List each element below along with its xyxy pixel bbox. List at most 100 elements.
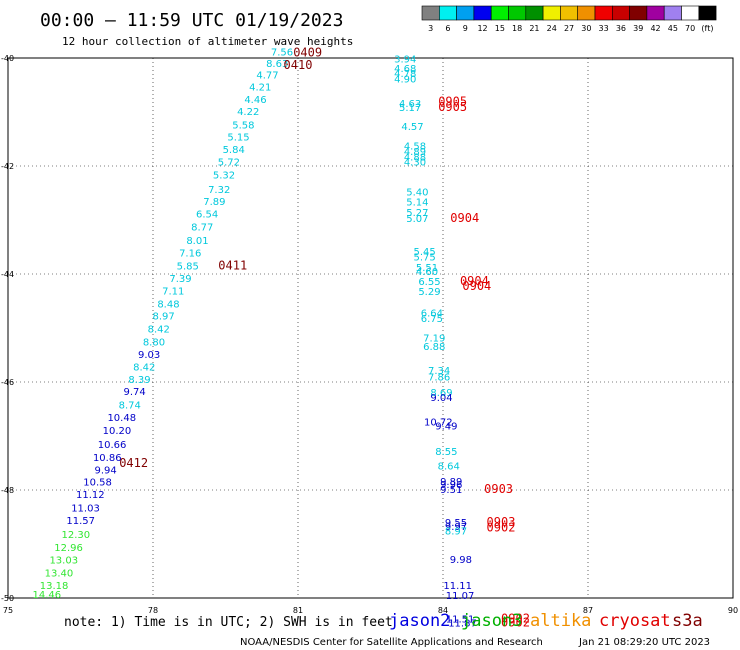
colorbar-label: 39 [633, 24, 643, 33]
swh-value: 4.60 [416, 267, 438, 278]
swh-value: 7.34 [428, 366, 450, 377]
swh-value: 11.11 [443, 581, 472, 592]
colorbar-swatch [508, 5, 527, 21]
colorbar-swatch [490, 5, 509, 21]
pass-time: 0903 [487, 515, 516, 529]
x-tick-label: 78 [148, 606, 158, 615]
pass-time: 0904 [450, 211, 479, 225]
y-tick-label: -46 [1, 378, 14, 387]
pass-time: 0902 [487, 521, 516, 535]
swh-value: 8.80 [143, 337, 165, 348]
colorbar-swatch [698, 5, 717, 21]
swh-value: 4.57 [401, 122, 423, 133]
swh-value: 6.88 [423, 342, 445, 353]
swh-value: 9.55 [445, 518, 467, 529]
swh-value: 6.54 [196, 209, 218, 220]
colorbar-label: 30 [581, 24, 591, 33]
swh-value: 10.86 [93, 453, 122, 464]
colorbar-label: 21 [529, 24, 539, 33]
swh-value: 5.32 [213, 170, 235, 181]
swh-value: 7.56 [271, 47, 293, 58]
swh-value: 8.64 [438, 461, 460, 472]
swh-value: 9.03 [138, 350, 160, 361]
swh-value: 6.64 [421, 309, 443, 320]
x-tick-label: 84 [438, 606, 448, 615]
swh-value: 8.97 [152, 311, 174, 322]
colorbar-swatch [560, 5, 579, 21]
swh-value: 8.74 [119, 400, 141, 411]
swh-value: 7.86 [428, 372, 450, 383]
y-tick-label: -40 [1, 54, 14, 63]
swh-value: 9.89 [440, 477, 462, 488]
swh-value: 8.39 [128, 375, 150, 386]
colorbar-label: 33 [599, 24, 609, 33]
x-tick-label: 81 [293, 606, 303, 615]
swh-value: 7.11 [162, 287, 184, 298]
colorbar-swatch [542, 5, 561, 21]
legend-item-s3a: s3a [672, 611, 703, 631]
swh-value: 13.40 [45, 568, 74, 579]
swh-value: 8.69 [430, 388, 452, 399]
swh-value: 5.85 [177, 262, 199, 273]
swh-value: 7.89 [203, 197, 225, 208]
swh-value: 9.04 [430, 393, 452, 404]
swh-value: 5.07 [406, 214, 428, 225]
pass-time: 0904 [460, 274, 489, 288]
x-axis-ticks: 75 78 81 84 87 90 [3, 606, 738, 615]
colorbar-label: 42 [650, 24, 660, 33]
swh-value: 9.74 [123, 387, 145, 398]
swh-value: 12.96 [54, 543, 83, 554]
pass-time: 0905 [438, 100, 467, 114]
chart-title: 00:00 – 11:59 UTC 01/19/2023 [40, 10, 343, 31]
pass-time: 0409 [293, 45, 322, 59]
swh-value: 5.72 [218, 157, 240, 168]
colorbar-swatch [663, 5, 682, 21]
swh-value: 5.29 [418, 287, 440, 298]
colorbar-label: 36 [616, 24, 626, 33]
swh-value: 5.15 [227, 133, 249, 144]
swh-value: 4.21 [249, 82, 271, 93]
colorbar-label: 9 [463, 24, 468, 33]
colorbar-label: 3 [428, 24, 433, 33]
colorbar-swatch [421, 5, 440, 21]
colorbar-swatch [594, 5, 613, 21]
swh-value: 9.51 [440, 485, 462, 496]
colorbar-label: 6 [445, 24, 450, 33]
satellite-legend: jason2 jason3 altika cryosat s3a [389, 611, 703, 631]
y-tick-label: -42 [1, 162, 14, 171]
swh-value: 11.87 [448, 619, 477, 630]
y-axis-ticks: -40 -42 -44 -46 -48 -50 [1, 54, 14, 603]
swh-value: 7.39 [169, 274, 191, 285]
pass-time: 0903 [484, 482, 513, 496]
swh-value: 4.46 [244, 95, 266, 106]
colorbar-label: 24 [547, 24, 557, 33]
swh-value: 6.75 [421, 314, 443, 325]
pass-time: 0411 [218, 259, 247, 273]
colorbar-swatch [438, 5, 457, 21]
swh-value: 11.07 [446, 591, 475, 602]
wave-height-points: 7.568.634.774.21 4.464.22 5.585.155.845.72… [33, 47, 477, 629]
colorbar-swatch [456, 5, 475, 21]
colorbar-label: (ft) [701, 24, 713, 33]
swh-value: 11.57 [66, 516, 95, 527]
swh-value: 10.66 [98, 440, 127, 451]
generated-timestamp: Jan 21 08:29:20 UTC 2023 [578, 637, 710, 648]
swh-value: 11.51 [446, 614, 475, 625]
swh-value: 14.46 [33, 590, 62, 601]
colorbar-swatch [577, 5, 596, 21]
pass-time-labels: 0409041004110412090509050904090409040903… [119, 45, 530, 629]
colorbar-label: 18 [512, 24, 522, 33]
y-tick-label: -50 [1, 594, 14, 603]
credit-text: NOAA/NESDIS Center for Satellite Applica… [240, 637, 543, 648]
y-tick-label: -48 [1, 486, 14, 495]
swh-value: 5.45 [413, 247, 435, 258]
swh-value: 4.88 [404, 153, 426, 164]
swh-value: 8.48 [157, 299, 179, 310]
swh-value: 10.58 [83, 478, 112, 489]
swh-value: 5.58 [232, 121, 254, 132]
swh-value: 9.97 [445, 522, 467, 533]
swh-value: 10.48 [107, 413, 136, 424]
swh-value: 11.03 [71, 504, 100, 515]
swh-value: 5.17 [399, 103, 421, 114]
